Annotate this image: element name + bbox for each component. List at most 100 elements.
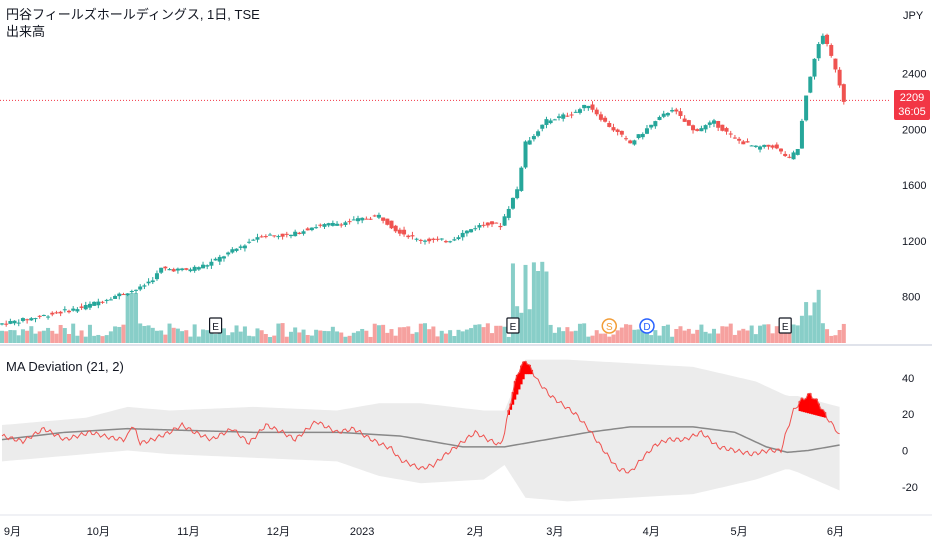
volume-bar — [62, 328, 67, 343]
volume-bar — [737, 330, 742, 343]
volume-bar — [213, 334, 218, 343]
candle-body — [644, 128, 649, 134]
candle-body — [640, 133, 645, 138]
moving-average-line — [1, 426, 840, 454]
volume-bar — [649, 335, 654, 343]
candle-body — [196, 267, 201, 270]
time-axis-label: 4月 — [643, 526, 660, 538]
candle-body — [351, 219, 356, 221]
candle-body — [720, 124, 725, 131]
candle-body — [397, 229, 402, 234]
volume-bar — [778, 326, 783, 343]
volume-bar — [138, 323, 143, 343]
volume-bar — [96, 334, 101, 343]
volume-bar — [129, 293, 134, 343]
candle-body — [62, 309, 67, 311]
volume-bar — [54, 333, 59, 343]
candle-body — [16, 322, 21, 324]
volume-bar — [510, 263, 515, 343]
volume-bar — [598, 333, 603, 343]
volume-bar — [247, 335, 252, 343]
volume-bar — [820, 323, 825, 343]
volume-bar — [188, 336, 193, 343]
volume-bar — [439, 330, 444, 343]
volume-bar — [741, 328, 746, 343]
volume-bar — [100, 336, 105, 343]
volume-bar — [443, 333, 448, 343]
volume-bar — [343, 336, 348, 343]
volume-bar — [603, 333, 608, 343]
volume-bar — [758, 325, 763, 343]
volume-bar — [75, 335, 80, 343]
candle-body — [691, 125, 696, 131]
volume-bar — [159, 330, 164, 343]
volume-bar — [745, 330, 750, 343]
volume-bar — [661, 325, 666, 343]
volume-bar — [808, 315, 813, 343]
candle-body — [226, 252, 231, 255]
volume-bar — [527, 309, 532, 343]
volume-bar — [795, 325, 800, 343]
candle-body — [464, 230, 469, 234]
volume-bar — [636, 329, 641, 343]
volume-bar — [142, 325, 147, 343]
deviation-line — [1, 360, 840, 474]
candle-body — [435, 238, 440, 240]
time-axis-label: 2月 — [467, 526, 484, 538]
volume-bar — [196, 336, 201, 343]
volume-bar — [339, 332, 344, 343]
candle-body — [540, 124, 545, 129]
candle-body — [737, 138, 742, 141]
candle-body — [557, 116, 562, 118]
candle-body — [795, 149, 800, 155]
volume-bar — [330, 326, 335, 343]
volume-bar — [590, 335, 595, 343]
candle-body — [515, 189, 520, 199]
candle-body — [20, 318, 25, 321]
candle-body — [469, 229, 474, 233]
volume-bar — [268, 336, 273, 343]
candle-body — [201, 264, 206, 269]
volume-bar — [569, 331, 574, 343]
candle-body — [188, 269, 193, 272]
volume-bar — [67, 333, 72, 343]
earnings-marker — [778, 317, 792, 334]
volume-bar — [594, 330, 599, 343]
time-axis-label: 6月 — [827, 526, 844, 538]
candle-body — [322, 224, 327, 227]
volume-bar — [251, 336, 256, 343]
candle-body — [238, 246, 243, 248]
candle-body — [150, 280, 155, 283]
candle-body — [590, 104, 595, 110]
volume-bar — [686, 328, 691, 343]
volume-bar — [87, 324, 92, 343]
volume-bar — [523, 264, 528, 343]
volume-bar — [104, 335, 109, 343]
candle-body — [443, 241, 448, 243]
volume-bar — [799, 315, 804, 343]
candle-body — [749, 145, 754, 147]
time-axis-label: 11月 — [177, 526, 199, 538]
candle-body — [728, 133, 733, 135]
volume-bar — [544, 271, 549, 343]
candle-body — [372, 215, 377, 217]
indicator-label: MA Deviation (21, 2) — [6, 359, 124, 374]
candle-body — [213, 258, 218, 261]
volume-bar — [50, 330, 55, 343]
candle-body — [167, 269, 172, 271]
volume-bar — [703, 331, 708, 343]
candle-body — [108, 299, 113, 301]
volume-bar — [548, 324, 553, 343]
candle-body — [716, 121, 721, 128]
candle-body — [707, 122, 712, 125]
volume-bar — [355, 331, 360, 343]
volume-bar — [674, 328, 679, 343]
volume-bar — [494, 325, 499, 343]
candle-body — [758, 146, 763, 150]
volume-bar — [506, 336, 511, 343]
volume-bar — [644, 328, 649, 343]
volume-bar — [469, 328, 474, 343]
candle-body — [703, 125, 708, 130]
volume-bar — [33, 333, 38, 343]
